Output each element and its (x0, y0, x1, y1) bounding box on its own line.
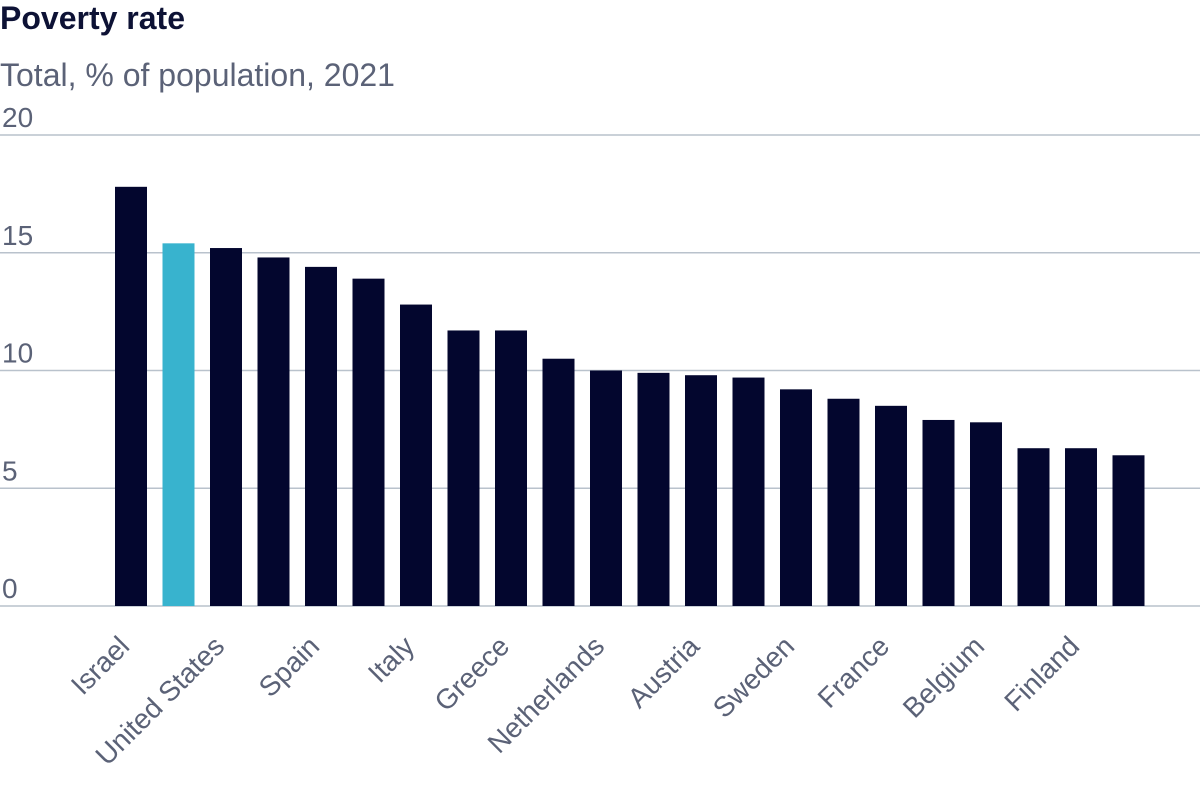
bar-5 (352, 278, 385, 606)
bar-11 (637, 372, 670, 606)
x-tick-label-belgium: Belgium (897, 630, 990, 723)
y-tick-label-5: 5 (2, 455, 18, 486)
bar-4 (305, 266, 337, 606)
x-tick-label-sweden: Sweden (707, 630, 800, 723)
bar-9 (542, 358, 575, 606)
bar-2 (210, 248, 242, 607)
chart-title: Poverty rate (0, 0, 185, 36)
bar-0 (115, 186, 147, 606)
bar-21 (1112, 455, 1145, 606)
bar-17 (922, 419, 955, 606)
bar-13 (732, 377, 765, 606)
bar-20 (1065, 448, 1097, 606)
bar-1 (162, 243, 195, 606)
y-tick-label-15: 15 (2, 220, 33, 251)
bar-14 (780, 389, 812, 606)
bar-18 (970, 422, 1002, 606)
x-tick-label-israel: Israel (65, 630, 135, 700)
bar-8 (495, 330, 527, 606)
bar-16 (875, 405, 907, 606)
bar-12 (685, 375, 717, 606)
chart-subtitle: Total, % of population, 2021 (0, 57, 395, 93)
x-tick-label-italy: Italy (362, 630, 420, 688)
x-tick-label-france: France (812, 630, 896, 714)
y-tick-label-20: 20 (2, 102, 33, 133)
bar-15 (827, 398, 860, 606)
x-tick-label-austria: Austria (622, 630, 706, 714)
y-tick-label-0: 0 (2, 573, 18, 604)
bar-6 (400, 304, 432, 606)
bar-10 (590, 370, 622, 606)
x-tick-label-finland: Finland (998, 630, 1085, 717)
bar-7 (447, 330, 480, 606)
x-tick-label-greece: Greece (428, 630, 515, 717)
bar-3 (257, 257, 290, 606)
x-tick-label-spain: Spain (253, 630, 326, 703)
bar-19 (1017, 448, 1050, 606)
y-tick-label-10: 10 (2, 338, 33, 369)
